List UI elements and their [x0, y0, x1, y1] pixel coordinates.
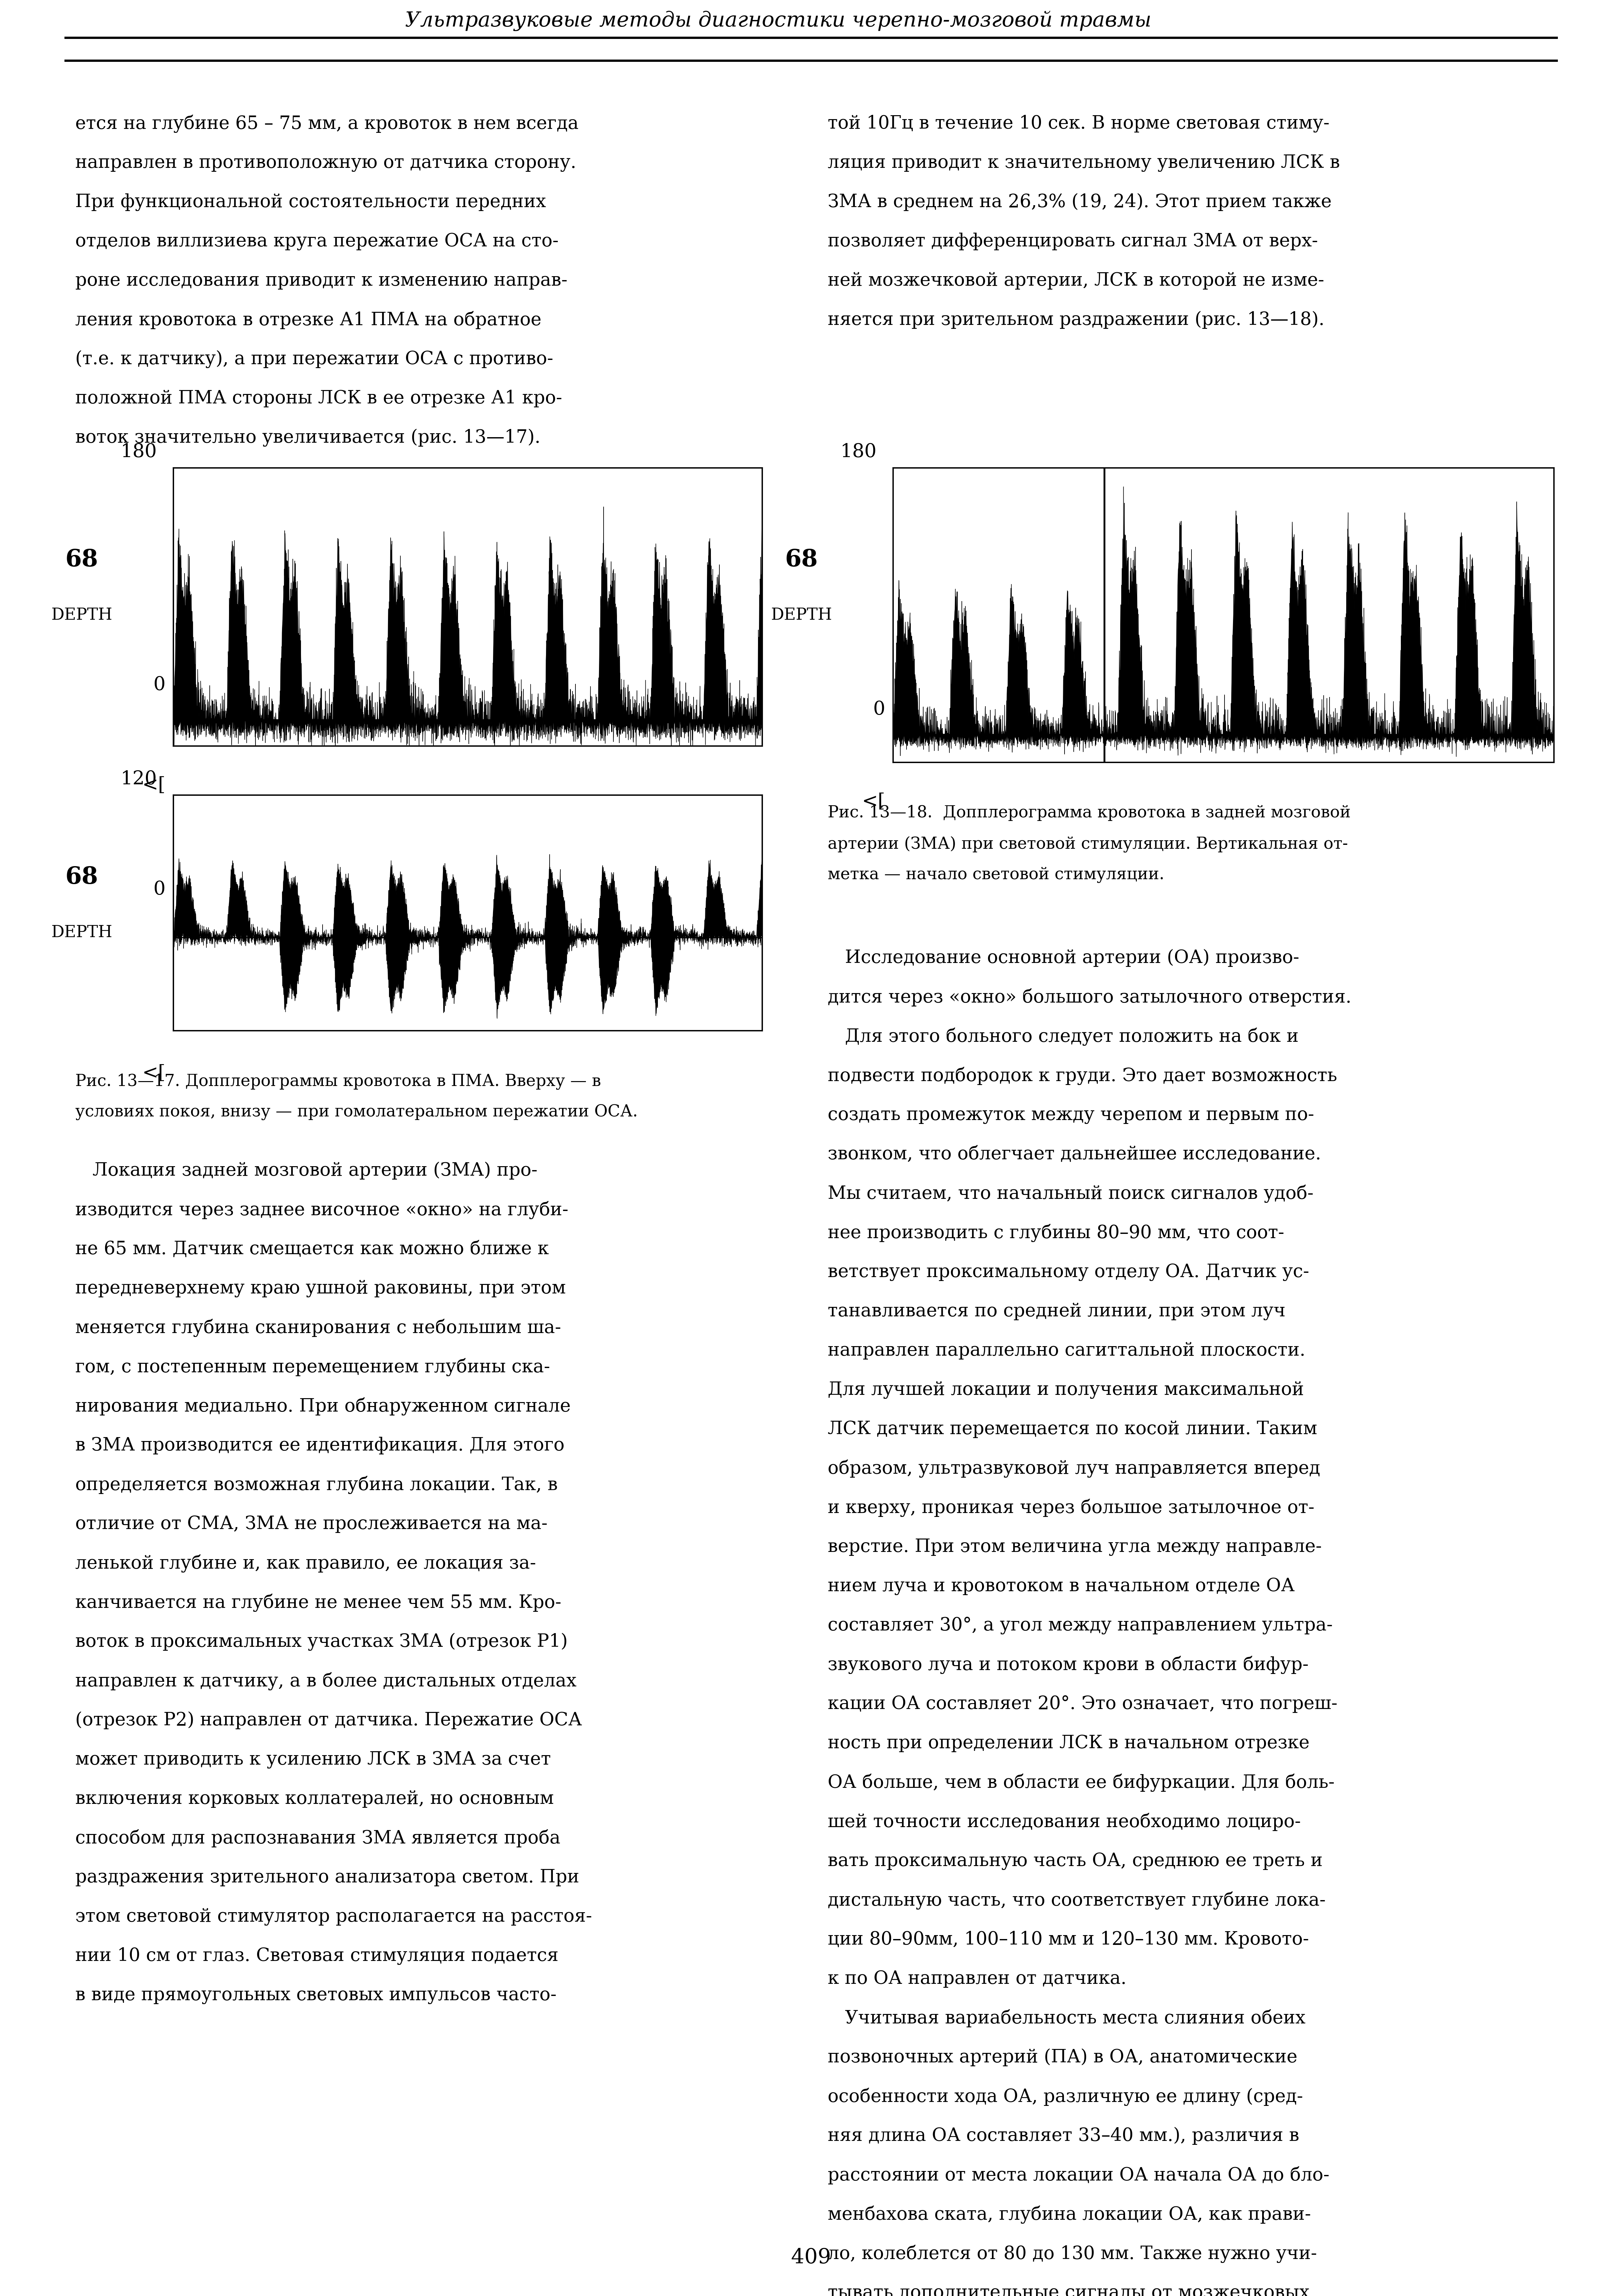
Text: звонком, что облегчает дальнейшее исследование.: звонком, что облегчает дальнейшее исслед…	[827, 1146, 1320, 1164]
Text: 0: 0	[873, 700, 886, 719]
Text: 120: 120	[120, 769, 157, 788]
Text: ОА больше, чем в области ее бифуркации. Для боль-: ОА больше, чем в области ее бифуркации. …	[827, 1773, 1335, 1791]
Text: няя длина ОА составляет 33–40 мм.), различия в: няя длина ОА составляет 33–40 мм.), разл…	[827, 2126, 1299, 2144]
Text: При функциональной состоятельности передних: При функциональной состоятельности перед…	[75, 193, 547, 211]
Text: Мы считаем, что начальный поиск сигналов удоб-: Мы считаем, что начальный поиск сигналов…	[827, 1185, 1314, 1203]
Text: артерии (ЗМА) при световой стимуляции. Вертикальная от-: артерии (ЗМА) при световой стимуляции. В…	[827, 836, 1348, 852]
Text: Рис. 13—17. Допплерограммы кровотока в ПМА. Вверху — в: Рис. 13—17. Допплерограммы кровотока в П…	[75, 1072, 602, 1088]
Text: DEPTH: DEPTH	[770, 606, 832, 622]
Text: может приводить к усилению ЛСК в ЗМА за счет: может приводить к усилению ЛСК в ЗМА за …	[75, 1750, 551, 1768]
Text: нии 10 см от глаз. Световая стимуляция подается: нии 10 см от глаз. Световая стимуляция п…	[75, 1947, 558, 1965]
Text: к по ОА направлен от датчика.: к по ОА направлен от датчика.	[827, 1970, 1127, 1988]
Text: Ультразвуковые методы диагностики черепно-мозговой травмы: Ультразвуковые методы диагностики черепн…	[406, 11, 1152, 32]
Text: отделов виллизиева круга пережатие ОСА на сто-: отделов виллизиева круга пережатие ОСА н…	[75, 232, 558, 250]
Text: направлен в противоположную от датчика сторону.: направлен в противоположную от датчика с…	[75, 154, 576, 172]
Text: позвоночных артерий (ПА) в ОА, анатомические: позвоночных артерий (ПА) в ОА, анатомиче…	[827, 2048, 1298, 2066]
Text: раздражения зрительного анализатора светом. При: раздражения зрительного анализатора свет…	[75, 1869, 579, 1887]
Text: роне исследования приводит к изменению направ-: роне исследования приводит к изменению н…	[75, 271, 568, 289]
Text: няется при зрительном раздражении (рис. 13—18).: няется при зрительном раздражении (рис. …	[827, 310, 1325, 328]
Text: DEPTH: DEPTH	[52, 606, 112, 622]
Text: <[: <[	[143, 1063, 165, 1081]
Text: ло, колеблется от 80 до 130 мм. Также нужно учи-: ло, колеблется от 80 до 130 мм. Также ну…	[827, 2245, 1317, 2264]
Text: тывать дополнительные сигналы от мозжечковых: тывать дополнительные сигналы от мозжечк…	[827, 2285, 1309, 2296]
Text: Локация задней мозговой артерии (ЗМА) про-: Локация задней мозговой артерии (ЗМА) пр…	[75, 1162, 537, 1180]
Text: включения корковых коллатералей, но основным: включения корковых коллатералей, но осно…	[75, 1791, 553, 1807]
Text: шей точности исследования необходимо лоциро-: шей точности исследования необходимо лоц…	[827, 1814, 1301, 1830]
Text: 0: 0	[152, 879, 165, 898]
Text: особенности хода ОА, различную ее длину (сред-: особенности хода ОА, различную ее длину …	[827, 2087, 1302, 2105]
Text: в виде прямоугольных световых импульсов часто-: в виде прямоугольных световых импульсов …	[75, 1986, 556, 2004]
Text: кации ОА составляет 20°. Это означает, что погреш-: кации ОА составляет 20°. Это означает, ч…	[827, 1694, 1338, 1713]
Text: канчивается на глубине не менее чем 55 мм. Кро-: канчивается на глубине не менее чем 55 м…	[75, 1593, 561, 1612]
Text: верстие. При этом величина угла между направле-: верстие. При этом величина угла между на…	[827, 1538, 1322, 1557]
Text: ции 80–90мм, 100–110 мм и 120–130 мм. Кровото-: ции 80–90мм, 100–110 мм и 120–130 мм. Кр…	[827, 1931, 1309, 1949]
Text: 0: 0	[152, 675, 165, 693]
Text: нирования медиально. При обнаруженном сигнале: нирования медиально. При обнаруженном си…	[75, 1398, 571, 1414]
Text: положной ПМА стороны ЛСК в ее отрезке А1 кро-: положной ПМА стороны ЛСК в ее отрезке А1…	[75, 390, 563, 406]
Text: ется на глубине 65 – 75 мм, а кровоток в нем всегда: ется на глубине 65 – 75 мм, а кровоток в…	[75, 115, 579, 133]
Text: образом, ультразвуковой луч направляется вперед: образом, ультразвуковой луч направляется…	[827, 1460, 1320, 1479]
Text: изводится через заднее височное «окно» на глуби-: изводится через заднее височное «окно» н…	[75, 1201, 568, 1219]
Text: направлен параллельно сагиттальной плоскости.: направлен параллельно сагиттальной плоск…	[827, 1341, 1306, 1359]
Text: (т.е. к датчику), а при пережатии ОСА с противо-: (т.е. к датчику), а при пережатии ОСА с …	[75, 349, 553, 367]
Text: 68: 68	[65, 549, 99, 572]
Text: позволяет дифференцировать сигнал ЗМА от верх-: позволяет дифференцировать сигнал ЗМА от…	[827, 232, 1319, 250]
Text: расстоянии от места локации ОА начала ОА до бло-: расстоянии от места локации ОА начала ОА…	[827, 2165, 1330, 2183]
Text: воток значительно увеличивается (рис. 13—17).: воток значительно увеличивается (рис. 13…	[75, 429, 540, 445]
Text: звукового луча и потоком крови в области бифур-: звукового луча и потоком крови в области…	[827, 1655, 1309, 1674]
Text: ленькой глубине и, как правило, ее локация за-: ленькой глубине и, как правило, ее локац…	[75, 1554, 535, 1573]
Text: ЛСК датчик перемещается по косой линии. Таким: ЛСК датчик перемещается по косой линии. …	[827, 1419, 1317, 1437]
Text: 180: 180	[840, 443, 878, 461]
Text: составляет 30°, а угол между направлением ультра-: составляет 30°, а угол между направление…	[827, 1616, 1333, 1635]
Text: 409: 409	[792, 2248, 830, 2268]
Text: ветствует проксимальному отделу ОА. Датчик ус-: ветствует проксимальному отделу ОА. Датч…	[827, 1263, 1309, 1281]
Text: <[: <[	[861, 792, 886, 810]
Text: вать проксимальную часть ОА, среднюю ее треть и: вать проксимальную часть ОА, среднюю ее …	[827, 1853, 1322, 1869]
Text: способом для распознавания ЗМА является проба: способом для распознавания ЗМА является …	[75, 1830, 561, 1848]
Text: условиях покоя, внизу — при гомолатеральном пережатии ОСА.: условиях покоя, внизу — при гомолатераль…	[75, 1104, 637, 1120]
Text: в ЗМА производится ее идентификация. Для этого: в ЗМА производится ее идентификация. Для…	[75, 1437, 564, 1453]
Text: той 10Гц в течение 10 сек. В норме световая стиму-: той 10Гц в течение 10 сек. В норме свето…	[827, 115, 1330, 133]
Text: дится через «окно» большого затылочного отверстия.: дится через «окно» большого затылочного …	[827, 987, 1351, 1006]
Text: подвести подбородок к груди. Это дает возможность: подвести подбородок к груди. Это дает во…	[827, 1068, 1337, 1084]
Text: и кверху, проникая через большое затылочное от-: и кверху, проникая через большое затылоч…	[827, 1499, 1314, 1518]
Text: ЗМА в среднем на 26,3% (19, 24). Этот прием также: ЗМА в среднем на 26,3% (19, 24). Этот пр…	[827, 193, 1332, 211]
Text: ления кровотока в отрезке А1 ПМА на обратное: ления кровотока в отрезке А1 ПМА на обра…	[75, 310, 542, 328]
Text: воток в проксимальных участках ЗМА (отрезок Р1): воток в проксимальных участках ЗМА (отре…	[75, 1632, 568, 1651]
Text: DEPTH: DEPTH	[52, 925, 112, 941]
Text: ней мозжечковой артерии, ЛСК в которой не изме-: ней мозжечковой артерии, ЛСК в которой н…	[827, 271, 1324, 289]
Text: нее производить с глубины 80–90 мм, что соот-: нее производить с глубины 80–90 мм, что …	[827, 1224, 1285, 1242]
Text: Для этого больного следует положить на бок и: Для этого больного следует положить на б…	[827, 1026, 1299, 1045]
Text: (отрезок Р2) направлен от датчика. Пережатие ОСА: (отрезок Р2) направлен от датчика. Переж…	[75, 1711, 582, 1729]
Text: Для лучшей локации и получения максимальной: Для лучшей локации и получения максималь…	[827, 1380, 1304, 1398]
Text: нием луча и кровотоком в начальном отделе ОА: нием луча и кровотоком в начальном отдел…	[827, 1577, 1294, 1596]
Text: метка — начало световой стимуляции.: метка — начало световой стимуляции.	[827, 868, 1165, 884]
Text: не 65 мм. Датчик смещается как можно ближе к: не 65 мм. Датчик смещается как можно бли…	[75, 1240, 548, 1258]
Text: создать промежуток между черепом и первым по-: создать промежуток между черепом и первы…	[827, 1107, 1314, 1123]
Text: отличие от СМА, ЗМА не прослеживается на ма-: отличие от СМА, ЗМА не прослеживается на…	[75, 1515, 548, 1534]
Text: направлен к датчику, а в более дистальных отделах: направлен к датчику, а в более дистальны…	[75, 1671, 576, 1690]
Text: Исследование основной артерии (ОА) произво-: Исследование основной артерии (ОА) произ…	[827, 948, 1299, 967]
Text: дистальную часть, что соответствует глубине лока-: дистальную часть, что соответствует глуб…	[827, 1892, 1325, 1910]
Text: танавливается по средней линии, при этом луч: танавливается по средней линии, при этом…	[827, 1302, 1286, 1320]
Text: этом световой стимулятор располагается на расстоя-: этом световой стимулятор располагается н…	[75, 1908, 592, 1926]
Text: менбахова ската, глубина локации ОА, как прави-: менбахова ската, глубина локации ОА, как…	[827, 2206, 1311, 2223]
Text: 68: 68	[65, 866, 99, 889]
Text: передневерхнему краю ушной раковины, при этом: передневерхнему краю ушной раковины, при…	[75, 1279, 566, 1297]
Text: меняется глубина сканирования с небольшим ша-: меняется глубина сканирования с небольши…	[75, 1318, 561, 1336]
Text: гом, с постепенным перемещением глубины ска-: гом, с постепенным перемещением глубины …	[75, 1357, 550, 1375]
Text: <[: <[	[143, 776, 165, 794]
Text: ность при определении ЛСК в начальном отрезке: ность при определении ЛСК в начальном от…	[827, 1733, 1309, 1752]
Text: Рис. 13—18.  Допплерограмма кровотока в задней мозговой: Рис. 13—18. Допплерограмма кровотока в з…	[827, 806, 1351, 822]
Text: Учитывая вариабельность места слияния обеих: Учитывая вариабельность места слияния об…	[827, 2009, 1306, 2027]
Text: ляция приводит к значительному увеличению ЛСК в: ляция приводит к значительному увеличени…	[827, 154, 1340, 172]
Text: 68: 68	[785, 549, 817, 572]
Text: 180: 180	[120, 443, 157, 461]
Text: определяется возможная глубина локации. Так, в: определяется возможная глубина локации. …	[75, 1476, 558, 1495]
